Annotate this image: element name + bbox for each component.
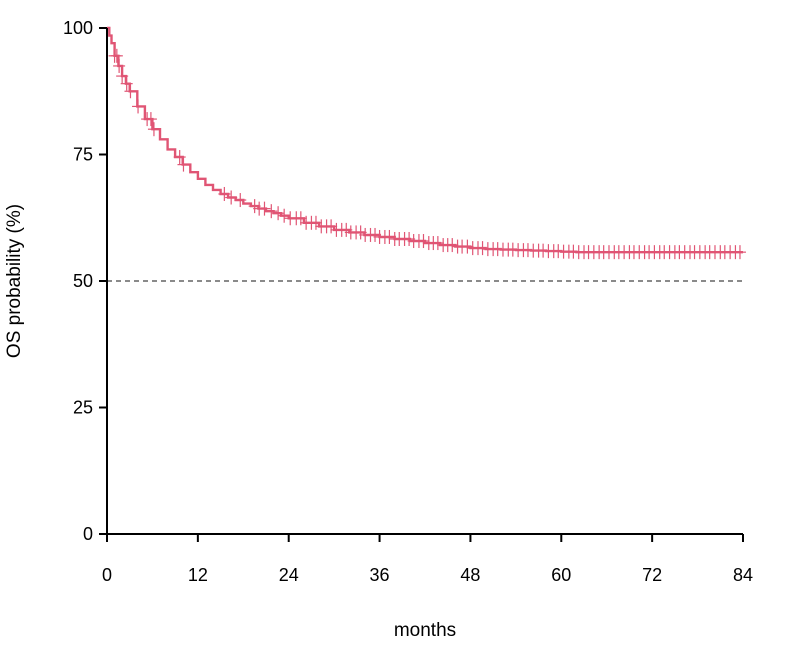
y-tick-label: 50 <box>73 271 93 291</box>
censor-mark <box>225 190 238 205</box>
y-tick-label: 0 <box>83 524 93 544</box>
censor-mark <box>132 99 145 114</box>
censor-mark <box>265 204 278 219</box>
y-tick-label: 100 <box>63 18 93 38</box>
survival-curve-layer <box>107 26 743 254</box>
x-tick-label: 72 <box>642 565 662 585</box>
censor-mark <box>733 245 746 260</box>
censor-mark <box>325 219 338 234</box>
censor-mark <box>120 76 133 91</box>
censor-mark <box>124 84 137 99</box>
censor-marks-layer <box>108 48 746 260</box>
x-axis-label: months <box>394 620 456 641</box>
x-tick-label: 48 <box>460 565 480 585</box>
censor-mark <box>113 58 126 73</box>
survival-curve-series-0 <box>107 26 743 254</box>
censor-mark <box>110 48 123 63</box>
x-tick-label: 60 <box>551 565 571 585</box>
censor-mark <box>144 112 157 127</box>
censor-mark <box>177 157 190 172</box>
censor-mark <box>446 238 459 253</box>
censor-mark <box>309 215 322 230</box>
censor-mark <box>383 229 396 244</box>
censor-mark <box>147 122 160 137</box>
y-axis-label: OS probability (%) <box>4 204 25 358</box>
censor-mark <box>476 241 489 256</box>
censor-mark <box>173 150 186 165</box>
censor-mark <box>116 69 129 84</box>
censor-mark <box>278 208 291 223</box>
x-tick-label: 0 <box>102 565 112 585</box>
x-tick-label: 36 <box>370 565 390 585</box>
censor-mark <box>272 206 285 221</box>
censor-mark <box>417 234 430 249</box>
censor-mark <box>431 236 444 251</box>
x-tick-label: 24 <box>279 565 299 585</box>
censor-mark <box>234 193 247 208</box>
x-tick-label: 84 <box>733 565 753 585</box>
y-tick-label: 25 <box>73 398 93 418</box>
x-tick-label: 12 <box>188 565 208 585</box>
y-tick-label: 75 <box>73 145 93 165</box>
censor-mark <box>258 201 271 216</box>
axes-layer: 0 25 50 75 100 0 12 24 36 48 60 72 84 <box>63 18 753 585</box>
censor-mark <box>218 186 231 201</box>
censor-mark <box>461 239 474 254</box>
